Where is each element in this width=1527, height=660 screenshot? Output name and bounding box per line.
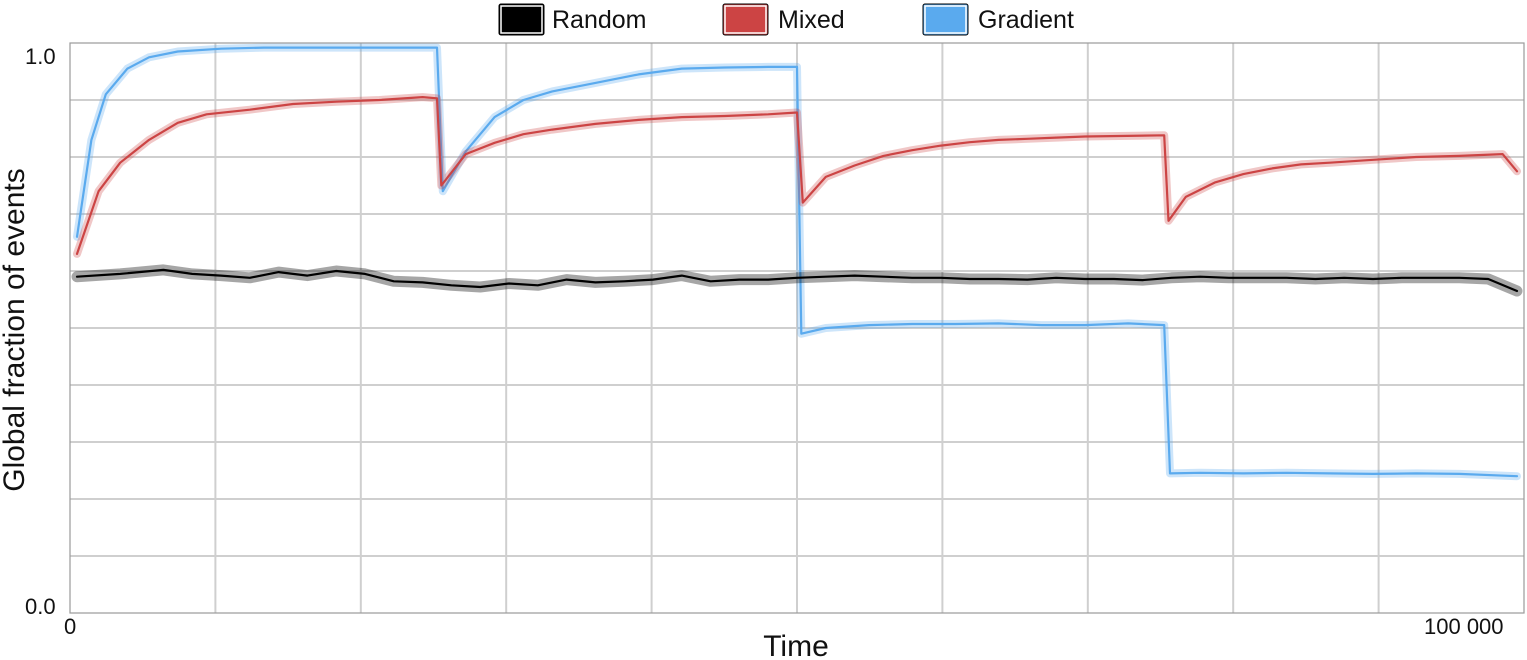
legend-swatch-gradient-outline (924, 5, 967, 34)
x-tick-label-end: 100 000 (1424, 614, 1504, 639)
legend-label-gradient: Gradient (978, 6, 1074, 34)
y-axis-title: Global fraction of events (0, 168, 31, 492)
series-line-random (75, 268, 1519, 293)
x-axis-title: Time (763, 630, 829, 660)
x-tick-label-start: 0 (64, 614, 76, 639)
series-layer (71, 43, 1523, 481)
legend-label-mixed: Mixed (778, 6, 845, 34)
legend-label-random: Random (552, 6, 647, 34)
y-tick-label-top: 1.0 (25, 44, 56, 69)
legend-swatch-mixed-outline (724, 5, 767, 34)
legend: Random Mixed Gradient (498, 3, 1074, 36)
series-line-mixed (75, 96, 1519, 255)
legend-swatch-mixed (722, 3, 769, 36)
legend-swatch-random (498, 3, 545, 36)
series-line-gradient (75, 46, 1519, 478)
legend-swatch-random-outline (500, 5, 543, 34)
plot-frame (69, 42, 1525, 614)
legend-swatch-gradient (922, 3, 969, 36)
y-tick-label-bottom: 0.0 (25, 594, 56, 619)
